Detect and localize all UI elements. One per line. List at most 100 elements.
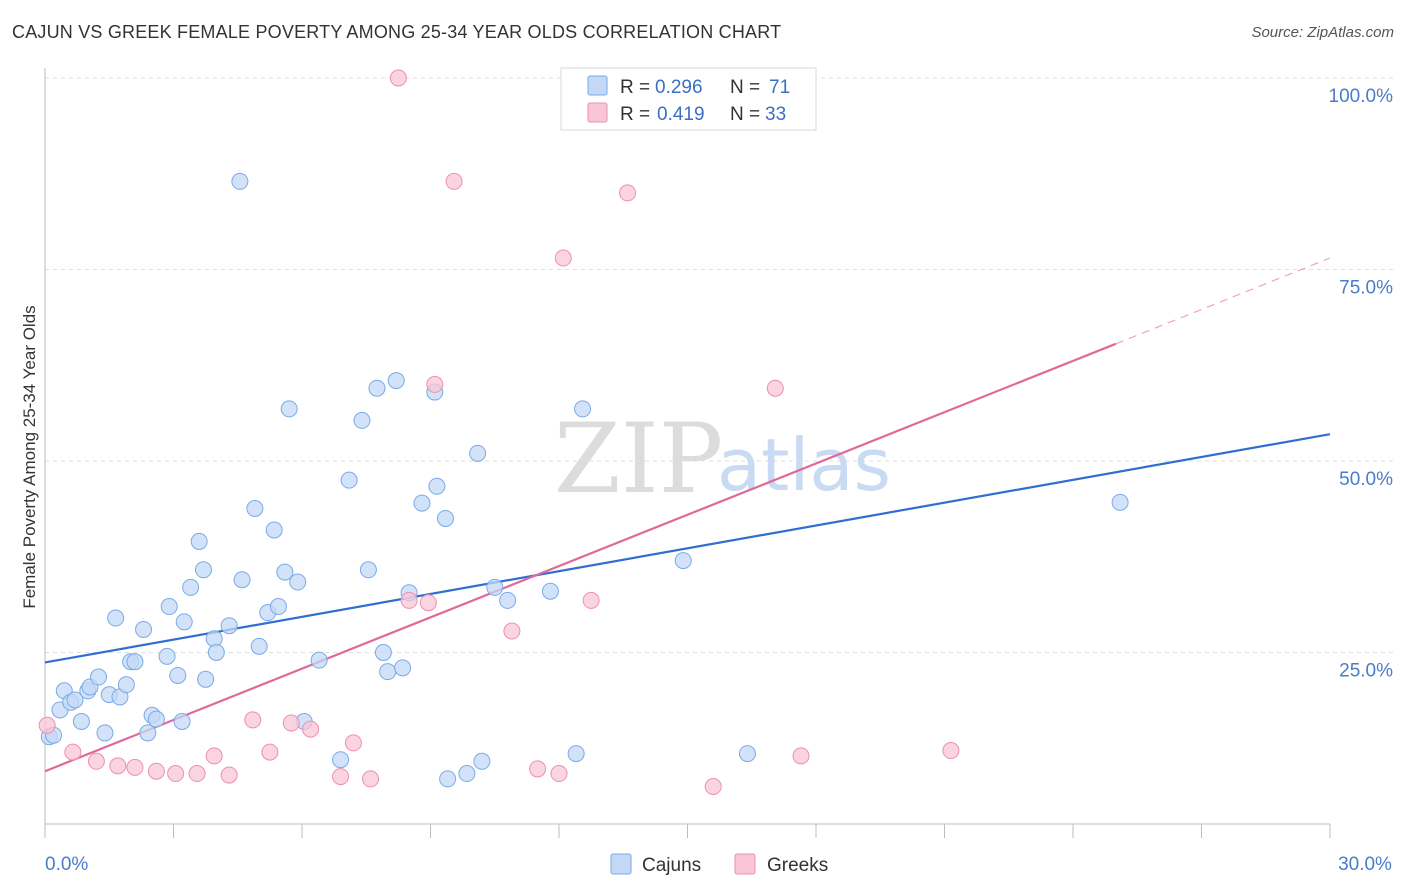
greek-point [362, 770, 380, 788]
greek-point [400, 591, 418, 609]
greek-point [167, 765, 185, 783]
greek-point [147, 762, 165, 780]
cajun-point [169, 666, 187, 684]
bottom-legend-swatch-cajuns [610, 853, 632, 875]
cajun-point [182, 578, 200, 596]
greek-point [344, 734, 362, 752]
cajun-trend-line [44, 433, 1331, 664]
cajun-point [220, 617, 238, 635]
greek-point [126, 758, 144, 776]
greek-point [38, 716, 56, 734]
greek-point [582, 591, 600, 609]
cajun-point [269, 598, 287, 616]
cajun-point [738, 745, 756, 763]
legend-box: R = 0.296 N = 71 R = 0.419 N = 33 [560, 67, 817, 131]
cajun-point [674, 552, 692, 570]
gridlines [45, 77, 1393, 653]
x-tick-label-30: 30.0% [1338, 854, 1392, 875]
cajun-point [231, 172, 249, 190]
cajun-point [250, 637, 268, 655]
y-tick-label-100: 100.0% [1329, 86, 1394, 107]
greek-point [766, 379, 784, 397]
y-tick-label-75: 75.0% [1339, 278, 1393, 299]
greek-point [302, 720, 320, 738]
greek-point [529, 760, 547, 778]
cajun-point [332, 751, 350, 769]
legend-n-cajuns: 71 [769, 77, 790, 98]
data-points [38, 69, 1129, 796]
greek-point [503, 622, 521, 640]
greek-point [244, 711, 262, 729]
legend-r-label-cajuns: R = [620, 77, 650, 98]
greek-point [554, 249, 572, 267]
cajun-point [265, 521, 283, 539]
cajun-point [541, 582, 559, 600]
cajun-point [139, 724, 157, 742]
cajun-point [160, 598, 178, 616]
legend-r-greeks: 0.419 [657, 104, 705, 125]
cajun-point [340, 471, 358, 489]
cajun-point [194, 561, 212, 579]
cajun-point [473, 752, 491, 770]
greek-point [426, 375, 444, 393]
cajun-point [394, 659, 412, 677]
cajun-point [439, 770, 457, 788]
tick-labels: 25.0% 50.0% 75.0% 100.0% 0.0% 30.0% [45, 86, 1393, 875]
cajun-point [72, 712, 90, 730]
legend-r-cajuns: 0.296 [655, 77, 703, 98]
cajun-point [190, 532, 208, 550]
cajun-point [413, 494, 431, 512]
cajun-point [135, 621, 153, 639]
greek-point [619, 184, 637, 202]
cajun-point [66, 691, 84, 709]
watermark: ZIP atlas [554, 403, 891, 515]
greek-point [261, 743, 279, 761]
legend-n-label-greeks: N = [730, 104, 760, 125]
cajun-point [117, 676, 135, 694]
source-label: Source: ZipAtlas.com [1251, 24, 1394, 41]
legend-swatch-greeks [587, 102, 608, 123]
trend-lines [44, 257, 1331, 773]
bottom-legend-label-greeks: Greeks [767, 855, 828, 876]
legend-r-label-greeks: R = [620, 104, 650, 125]
greek-point [282, 714, 300, 732]
cajun-point [387, 372, 405, 390]
cajun-point [207, 644, 225, 661]
y-tick-label-25: 25.0% [1339, 661, 1393, 682]
greek-point [550, 765, 568, 783]
greek-point [389, 69, 407, 87]
watermark-zip: ZIP [554, 403, 723, 515]
cajun-point [158, 647, 176, 665]
bottom-legend: Cajuns Greeks [610, 853, 828, 876]
cajun-point [359, 561, 377, 579]
greek-point [332, 768, 350, 786]
greek-trend-extension [1115, 257, 1331, 345]
cajun-point [469, 444, 487, 462]
greek-point [704, 778, 722, 796]
greek-point [220, 766, 238, 784]
cajun-point [276, 563, 294, 581]
greek-point [64, 743, 82, 761]
legend-swatch-cajuns [587, 75, 608, 96]
bottom-legend-swatch-greeks [734, 853, 756, 875]
cajun-point [574, 400, 592, 418]
cajun-point [436, 509, 454, 527]
cajun-point [567, 745, 585, 763]
cajun-point [197, 670, 215, 688]
bottom-legend-label-cajuns: Cajuns [642, 855, 701, 876]
cajun-point [310, 651, 328, 669]
greek-point [942, 742, 960, 760]
cajun-point [246, 499, 264, 517]
cajun-point [499, 591, 517, 609]
cajun-point [368, 379, 386, 397]
cajun-point [126, 653, 144, 671]
greek-point [109, 757, 127, 775]
cajun-point [289, 573, 307, 591]
cajun-point [428, 477, 446, 495]
watermark-atlas: atlas [717, 423, 891, 507]
axes [44, 68, 1331, 838]
greek-point [792, 747, 810, 765]
greek-point [87, 752, 105, 770]
greek-trend-line [44, 342, 1117, 773]
x-tick-label-0: 0.0% [45, 854, 88, 875]
